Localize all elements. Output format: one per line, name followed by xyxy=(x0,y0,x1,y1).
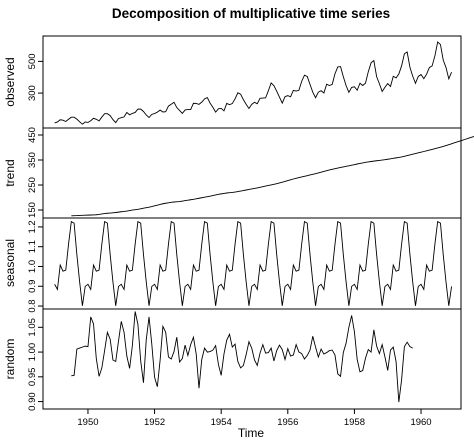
y-tick-label-seasonal-1: 0.9 xyxy=(27,280,38,293)
panel-observed-y-ticks: 300 500 xyxy=(27,53,43,101)
panel-trend-frame xyxy=(42,127,462,219)
y-tick-label-trend-2: 350 xyxy=(27,152,38,168)
x-tick-label-2: 1954 xyxy=(211,417,232,428)
panel-random: random 0.90 0.95 1.00 1.05 xyxy=(3,308,462,411)
y-tick-label-random-1: 0.95 xyxy=(27,368,38,387)
panel-observed-ylabel: observed xyxy=(3,57,17,106)
series-random-line xyxy=(71,311,413,403)
panel-seasonal-y-ticks: 0.8 0.9 1.0 1.1 1.2 xyxy=(27,220,43,313)
chart-title: Decomposition of multiplicative time ser… xyxy=(112,6,390,21)
y-tick-label-seasonal-0: 0.8 xyxy=(27,299,38,312)
y-tick-label-observed-1: 500 xyxy=(27,53,38,69)
series-seasonal-line xyxy=(54,220,453,306)
panel-observed-frame xyxy=(42,35,462,129)
y-tick-label-seasonal-4: 1.2 xyxy=(27,220,38,233)
x-tick-label-3: 1956 xyxy=(277,417,298,428)
y-tick-label-trend-0: 150 xyxy=(27,202,38,218)
panel-trend-y-ticks: 150 250 350 450 xyxy=(27,127,43,218)
panel-seasonal-frame xyxy=(42,217,462,310)
x-tick-label-4: 1958 xyxy=(344,417,365,428)
y-tick-label-seasonal-3: 1.1 xyxy=(27,240,38,253)
panel-observed: observed 300 500 xyxy=(3,35,462,129)
panel-trend: trend 150 250 350 450 xyxy=(3,127,474,219)
y-tick-label-random-0: 0.90 xyxy=(27,392,38,411)
y-tick-label-random-3: 1.05 xyxy=(27,318,38,337)
y-tick-label-trend-1: 250 xyxy=(27,177,38,193)
panel-random-y-ticks: 0.90 0.95 1.00 1.05 xyxy=(27,318,43,411)
panel-seasonal-ylabel: seasonal xyxy=(3,239,17,287)
y-tick-label-seasonal-2: 1.0 xyxy=(27,260,38,273)
x-axis-ticks: 1950 1952 1954 1956 1958 1960 xyxy=(77,409,432,428)
panel-seasonal: seasonal 0.8 0.9 1.0 1.1 1.2 xyxy=(3,217,462,313)
panel-trend-ylabel: trend xyxy=(3,159,17,186)
panel-random-frame xyxy=(42,308,462,410)
x-tick-label-0: 1950 xyxy=(77,417,98,428)
series-trend-line xyxy=(71,135,474,217)
x-tick-label-5: 1960 xyxy=(410,417,431,428)
series-observed-line xyxy=(54,41,452,125)
panel-random-ylabel: random xyxy=(3,339,17,380)
y-tick-label-observed-0: 300 xyxy=(27,85,38,101)
y-tick-label-trend-3: 450 xyxy=(27,127,38,143)
x-axis-label: Time xyxy=(238,426,265,440)
x-tick-label-1: 1952 xyxy=(144,417,165,428)
y-tick-label-random-2: 1.00 xyxy=(27,343,38,362)
